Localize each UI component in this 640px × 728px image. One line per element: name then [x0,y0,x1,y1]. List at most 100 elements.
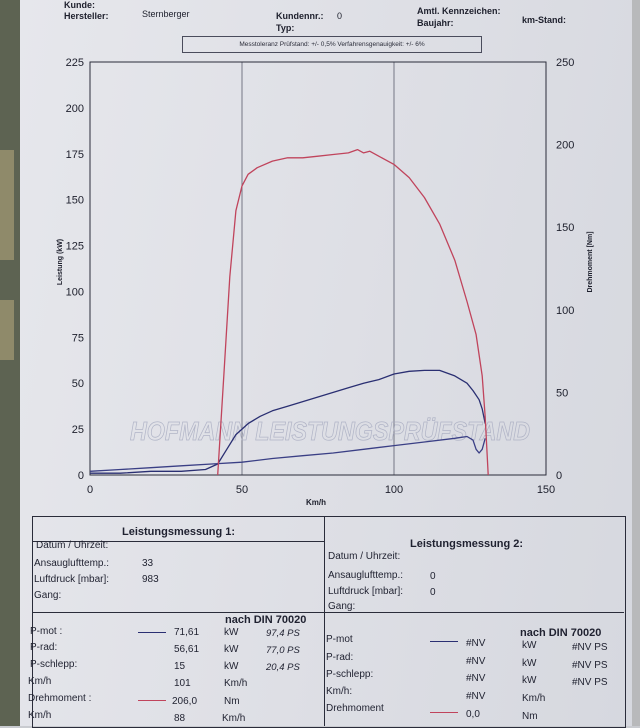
messung2-ansaug-value: 0 [430,571,436,582]
m2-label-pmot: P-mot [326,634,353,645]
y2-tick-label: 50 [556,387,568,399]
x-axis-label: Km/h [306,498,326,507]
y2-tick-label: 200 [556,140,574,152]
baujahr-label: Baujahr: [417,18,454,28]
background-strip [0,300,14,360]
y2-axis-label: Drehmoment [Nm] [587,231,594,292]
x-tick-label: 100 [385,484,403,496]
messung2-ansaug-label: Ansauglufttemp.: [328,570,404,581]
m2-value-prad: #NV [466,656,486,667]
leistung-line-0 [90,369,486,474]
y-tick-label: 125 [66,241,84,253]
m2-unit-prad: kW [522,658,537,669]
messung1-title: Leistungsmessung 1: [122,526,236,538]
background-edge-left [0,0,22,726]
m1-value-pschlepp: 15 [174,661,186,672]
m1-value-drehmoment: 206,0 [172,696,198,707]
kundennr-label: Kundennr.: [276,11,324,21]
m1-unit-prad: kW [224,644,239,655]
tolerance-note: Messtoleranz Prüfstand: +/- 0,5% Verfahr… [182,36,482,53]
y-tick-label: 225 [66,57,84,69]
messung2-gang-label: Gang: [328,601,356,612]
dyno-sheet [20,0,632,726]
m1-label-kmh2: Km/h [28,710,52,721]
leistung-line-1 [89,435,486,472]
m2-unit-pschlepp: kW [522,675,537,686]
y2-tick-label: 100 [556,305,574,317]
messung1-gang-label: Gang: [34,590,62,601]
table-divider-horizontal [32,612,624,613]
messung2-din-label: nach DIN 70020 [520,627,602,639]
m1-ps-pmot: 97,4 PS [266,628,300,639]
m2-ps-pmot: #NV PS [572,642,608,653]
y-tick-label: 200 [66,103,84,115]
x-tick-label: 50 [236,484,248,496]
m1-legend-leistung [138,632,166,633]
kennzeichen-label: Amtl. Kennzeichen: [417,6,501,16]
x-tick-label: 150 [537,484,555,496]
m1-unit-drehmoment: Nm [224,696,240,707]
m2-unit-kmh: Km/h [522,693,546,704]
m1-legend-drehmoment [138,700,166,701]
x-tick-label: 0 [87,484,93,496]
chart-series [89,148,489,476]
m1-unit-kmh2: Km/h [222,713,246,724]
m1-unit-pschlepp: kW [224,661,239,672]
m1-label-prad: P-rad: [30,642,58,653]
m2-value-kmh: #NV [466,691,486,702]
messung1-ansaug-value: 33 [142,558,154,569]
m2-unit-pmot: kW [522,640,537,651]
m2-label-drehmoment: Drehmoment [326,703,384,714]
kmstand-label: km-Stand: [522,15,567,25]
m2-value-pschlepp: #NV [466,673,486,684]
y-tick-label: 150 [66,195,84,207]
chart-grid [241,62,395,475]
background-strip [0,150,14,260]
m2-value-drehmoment: 0,0 [466,709,480,720]
m2-legend-leistung [430,641,458,642]
table-divider-vertical [324,516,325,726]
y-tick-label: 50 [72,378,84,390]
m1-value-prad: 56,61 [174,644,200,655]
m1-value-pmot: 71,61 [174,627,200,638]
messung1-din-label: nach DIN 70020 [225,614,307,626]
messung2-datum-label: Datum / Uhrzeit: [328,551,401,562]
messung1-ansaug-label: Ansauglufttemp.: [34,558,110,569]
watermark: HOFMANN LEISTUNGSPRÜFSTAND [130,416,530,446]
typ-label: Typ: [276,23,295,33]
m1-ps-pschlepp: 20,4 PS [266,662,300,673]
plot-frame [89,61,547,476]
y-tick-label: 0 [78,470,84,482]
m2-ps-prad: #NV PS [572,660,608,671]
dyno-chart: HOFMANN LEISTUNGSPRÜFSTAND 0 50 100 1500255… [57,57,594,507]
m1-unit-pmot: kW [224,627,239,638]
messung2-luftdruck-value: 0 [430,587,436,598]
y-axis-label: Leistung (kW) [57,239,64,285]
hersteller-value: Sternberger [142,9,190,19]
y-tick-label: 25 [72,424,84,436]
messung2-title: Leistungsmessung 2: [410,538,524,550]
m1-label-drehmoment: Drehmoment : [28,693,92,704]
messung1-luftdruck-value: 983 [142,574,159,585]
m1-ps-prad: 77,0 PS [266,645,300,656]
m1-unit-kmh: Km/h [224,678,248,689]
m2-legend-drehmoment [430,712,458,713]
m2-label-pschlepp: P-schlepp: [326,669,374,680]
m1-label-pmot: P-mot : [30,626,63,637]
m2-value-pmot: #NV [466,638,486,649]
y2-tick-label: 0 [556,470,562,482]
m2-ps-pschlepp: #NV PS [572,677,608,688]
hersteller-label: Hersteller: [64,11,109,21]
m1-label-kmh: Km/h [28,676,52,687]
messung2-luftdruck-label: Luftdruck [mbar]: [328,586,404,597]
kunde-label: Kunde: [64,0,95,10]
m1-label-pschlepp: P-schlepp: [30,659,78,670]
y2-tick-label: 150 [556,222,574,234]
drehmoment-line [217,148,489,476]
y-tick-label: 100 [66,286,84,298]
m2-label-kmh: Km/h: [326,686,353,697]
m2-unit-drehmoment: Nm [522,711,538,722]
chart-ticks: 0 50 100 1500255075100125150175200225050100… [66,57,575,496]
y2-tick-label: 250 [556,57,574,69]
y-tick-label: 175 [66,149,84,161]
